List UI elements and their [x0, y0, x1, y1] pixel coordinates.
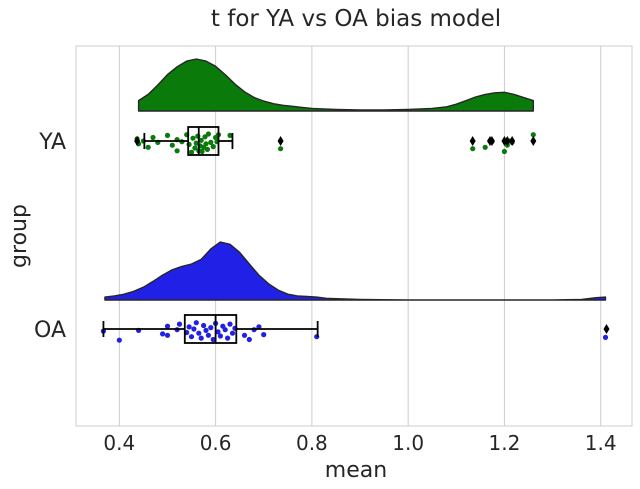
- data-point-ya: [174, 148, 180, 154]
- density-cloud-oa: [104, 241, 607, 301]
- data-point-oa: [201, 322, 207, 329]
- data-point-oa: [196, 330, 202, 336]
- box-iqr-oa: [183, 314, 238, 344]
- density-clouds: [104, 58, 607, 301]
- outlier-ya: [469, 136, 476, 146]
- data-points: [100, 131, 609, 343]
- data-point-ya: [150, 134, 156, 141]
- outlier-ya: [134, 136, 141, 146]
- data-point-oa: [222, 327, 228, 333]
- data-point-oa: [225, 335, 231, 341]
- data-point-ya: [169, 142, 175, 148]
- chart-title: t for YA vs OA bias model: [211, 6, 501, 32]
- x-tick-labels: 0.4 0.6 0.8 1.0 1.2 1.4: [103, 431, 616, 455]
- data-point-ya: [164, 132, 171, 138]
- data-point-oa: [164, 323, 171, 329]
- data-point-ya: [192, 145, 198, 151]
- y-tick-label-ya: YA: [38, 130, 66, 155]
- data-point-oa: [188, 334, 195, 340]
- data-point-ya: [227, 132, 233, 138]
- data-point-ya: [145, 144, 151, 150]
- data-point-oa: [602, 334, 609, 340]
- data-point-oa: [205, 332, 211, 338]
- plot-frame: [75, 45, 633, 427]
- data-point-oa: [241, 332, 248, 338]
- data-point-ya: [203, 141, 209, 147]
- boxplots: [102, 126, 610, 344]
- outlier-ya: [504, 136, 511, 146]
- data-point-ya: [208, 139, 214, 145]
- x-tick-label-1.2: 1.2: [489, 431, 521, 455]
- y-tick-labels: YA OA: [34, 130, 66, 343]
- data-point-oa: [261, 332, 267, 338]
- data-point-oa: [116, 337, 122, 343]
- x-tick-label-0.8: 0.8: [296, 431, 328, 455]
- x-tick-label-0.4: 0.4: [103, 431, 135, 455]
- data-point-oa: [186, 324, 192, 330]
- data-point-oa: [191, 326, 197, 332]
- data-point-ya: [190, 135, 196, 141]
- y-axis-label: group: [7, 204, 32, 268]
- outlier-ya: [277, 136, 284, 146]
- x-tick-label-1: 1.0: [392, 431, 424, 455]
- data-point-oa: [203, 327, 209, 333]
- data-point-ya: [199, 148, 205, 155]
- outlier-ya: [530, 136, 537, 146]
- x-tick-label-0.6: 0.6: [200, 431, 232, 455]
- data-point-oa: [217, 333, 223, 339]
- data-point-ya: [205, 131, 211, 137]
- data-point-ya: [188, 149, 195, 155]
- data-point-oa: [227, 321, 233, 327]
- data-point-oa: [198, 335, 204, 341]
- data-point-oa: [210, 336, 216, 343]
- data-point-ya: [193, 140, 199, 146]
- data-point-oa: [160, 331, 166, 337]
- data-point-oa: [176, 321, 183, 327]
- data-point-oa: [246, 336, 252, 343]
- data-point-ya: [470, 146, 476, 152]
- x-tick-label-1.4: 1.4: [585, 431, 617, 455]
- data-point-oa: [164, 332, 171, 338]
- data-point-ya: [530, 132, 536, 138]
- data-point-ya: [501, 148, 507, 155]
- data-point-ya: [482, 144, 488, 150]
- outlier-oa: [603, 324, 610, 334]
- density-cloud-ya: [137, 58, 534, 112]
- data-point-ya: [210, 144, 216, 150]
- x-axis-label: mean: [325, 458, 387, 483]
- box-iqr-ya: [187, 126, 220, 156]
- y-tick-label-oa: OA: [34, 318, 66, 343]
- data-point-oa: [193, 320, 199, 326]
- data-point-oa: [229, 330, 236, 336]
- data-point-ya: [198, 137, 204, 143]
- data-point-oa: [208, 325, 214, 331]
- data-point-oa: [215, 329, 221, 335]
- outlier-ya: [488, 136, 495, 146]
- data-point-ya: [278, 146, 284, 152]
- outlier-ya: [509, 136, 516, 146]
- data-point-ya: [204, 146, 210, 152]
